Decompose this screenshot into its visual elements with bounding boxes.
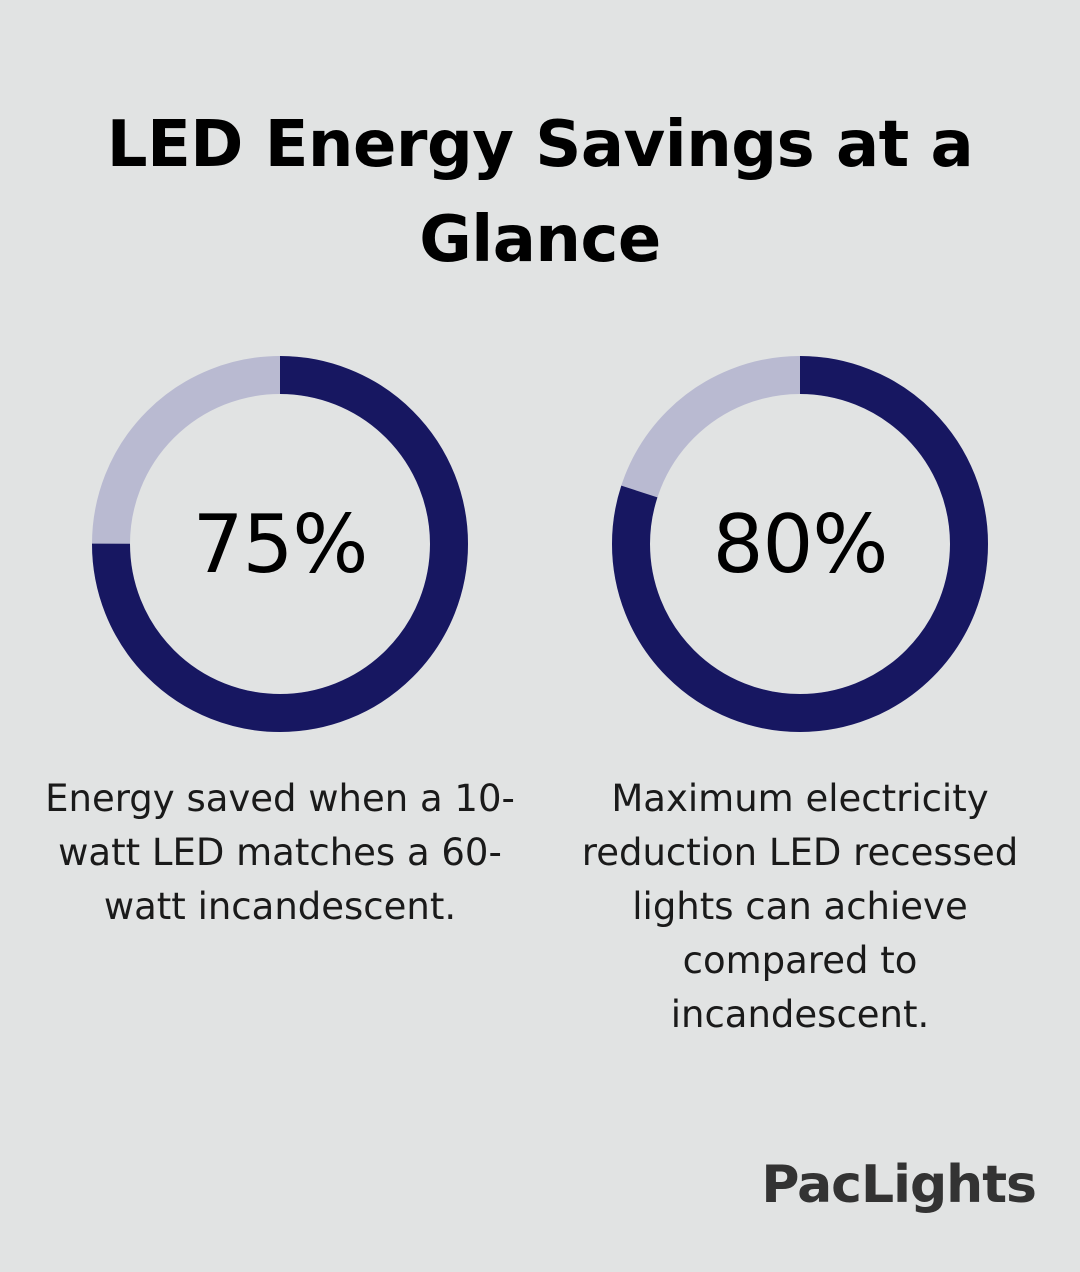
caption-line: lights can achieve: [632, 885, 968, 928]
caption-line: incandescent.: [670, 993, 930, 1036]
donut-value-label: 80%: [712, 497, 889, 591]
title-line-1: LED Energy Savings at a: [106, 108, 974, 182]
caption-line: compared to: [682, 939, 918, 982]
donut-chart-svg: [92, 356, 468, 732]
title-line-2: Glance: [419, 203, 661, 277]
page-title: LED Energy Savings at a Glance: [0, 98, 1080, 288]
donut-chart-electricity-reduction: 80%: [610, 354, 990, 734]
donut-chart-svg: [612, 356, 988, 732]
caption-line: watt incandescent.: [103, 885, 457, 928]
caption-energy-saved: Energy saved when a 10- watt LED matches…: [45, 772, 515, 934]
donut-value-label: 75%: [192, 497, 369, 591]
donut-value-arc: [92, 356, 468, 732]
caption-electricity-reduction: Maximum electricity reduction LED recess…: [565, 772, 1035, 1042]
donut-value-arc: [612, 356, 988, 732]
caption-line: watt LED matches a 60-: [58, 831, 502, 874]
caption-line: Energy saved when a 10-: [45, 777, 515, 820]
caption-line: Maximum electricity: [611, 777, 989, 820]
donut-chart-energy-saved: 75%: [90, 354, 470, 734]
paclights-logo: PacLights: [761, 1155, 1037, 1215]
caption-line: reduction LED recessed: [581, 831, 1019, 874]
